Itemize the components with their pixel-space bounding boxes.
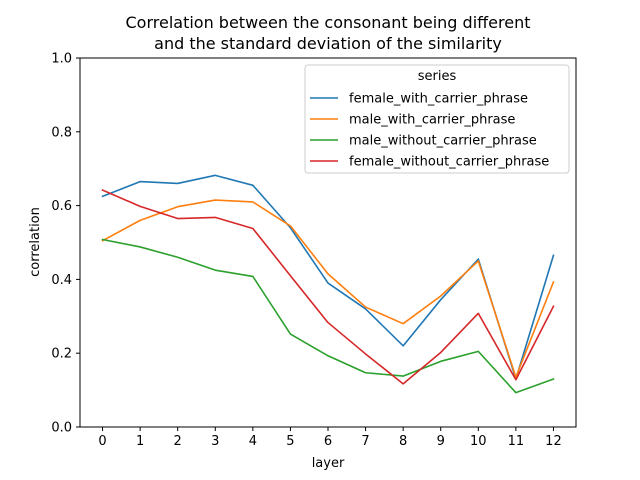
series-line-female-with-carrier-phrase: [101, 174, 555, 380]
legend-label-female-without-carrier-phrase: female_without_carrier_phrase: [349, 155, 549, 170]
y-tick-label: 0.8: [51, 125, 72, 140]
x-tick-label: 0: [98, 434, 106, 449]
x-tick-label: 4: [249, 434, 257, 449]
axes-layer: 0 1 2 3 4 5 6 7 8 9 10 11 120.00.20.40.60.81.0: [51, 52, 577, 449]
y-tick-label: 0.2: [51, 347, 72, 362]
x-axis-label: layer: [312, 456, 345, 471]
chart-title-line-2: and the standard deviation of the simila…: [154, 34, 502, 53]
series-line-female-without-carrier-phrase: [101, 189, 555, 385]
y-axis-label: correlation: [28, 207, 43, 277]
series-line-male-without-carrier-phrase: [101, 238, 555, 394]
x-tick-label: 5: [286, 434, 294, 449]
legend-title: series: [418, 69, 457, 84]
y-tick-label: 0.4: [51, 273, 72, 288]
series-layer: [101, 174, 555, 394]
x-tick-label: 6: [324, 434, 332, 449]
chart-title-line-1: Correlation between the consonant being …: [125, 13, 530, 32]
x-tick-label: 8: [399, 434, 407, 449]
x-tick-label: 9: [437, 434, 445, 449]
x-tick-label: 11: [508, 434, 525, 449]
legend-label-male-with-carrier-phrase: male_with_carrier_phrase: [349, 113, 515, 128]
series-line-male-with-carrier-phrase: [101, 199, 555, 378]
legend-box: [304, 64, 570, 174]
legend: series female_with_carrier_phrase male_wi…: [304, 64, 570, 174]
y-tick-label: 0.0: [51, 421, 72, 436]
legend-label-male-without-carrier-phrase: male_without_carrier_phrase: [349, 134, 537, 149]
x-tick-label: 7: [361, 434, 369, 449]
x-tick-label: 1: [136, 434, 144, 449]
y-tick-label: 1.0: [51, 52, 72, 67]
x-tick-label: 2: [174, 434, 182, 449]
legend-label-female-with-carrier-phrase: female_with_carrier_phrase: [349, 92, 528, 107]
y-tick-label: 0.6: [51, 199, 72, 214]
x-tick-label: 3: [211, 434, 219, 449]
x-tick-label: 10: [470, 434, 487, 449]
x-tick-label: 12: [545, 434, 562, 449]
